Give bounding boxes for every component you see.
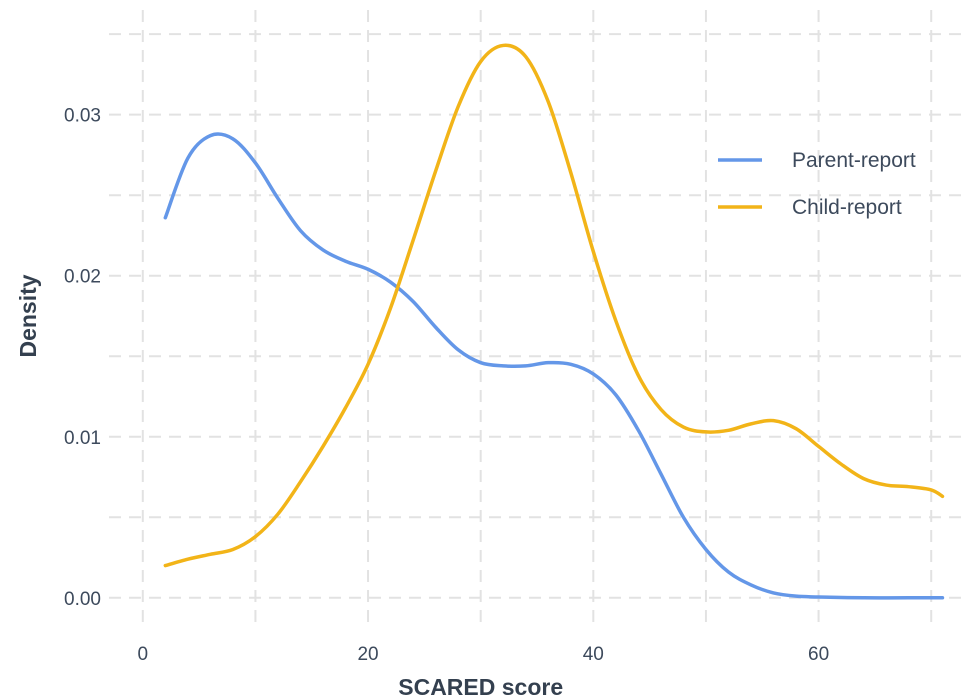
y-tick-label: 0.02 [64,267,101,288]
y-tick-label: 0.03 [64,106,101,127]
y-tick-label: 0.00 [64,589,101,610]
tick-labels: 0 20 40 60 0.00 0.01 0.02 0.03 [64,106,829,665]
child-report-line [163,43,945,568]
x-tick-label: 0 [138,644,149,665]
y-axis-title: Density [15,274,41,357]
series-lines [163,43,945,600]
y-tick-label: 0.01 [64,428,101,449]
x-tick-label: 40 [583,644,604,665]
child-report-legend-label: Child-report [792,196,902,219]
legend: Parent-report Child-report [718,149,916,219]
x-axis-title: SCARED score [398,674,563,699]
parent-report-legend-label: Parent-report [792,149,916,172]
x-tick-label: 60 [808,644,829,665]
x-tick-label: 20 [357,644,378,665]
parent-report-line [163,132,945,600]
gridlines [109,10,965,630]
